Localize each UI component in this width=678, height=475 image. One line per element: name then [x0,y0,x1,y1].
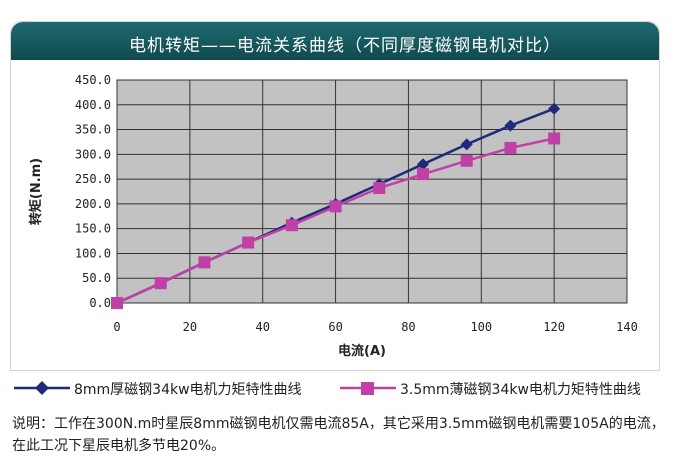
y-tick-label: 300.0 [75,147,111,161]
data-point [548,102,561,115]
data-point [373,182,386,195]
data-point [548,132,561,145]
x-tick-label: 80 [401,320,415,334]
data-point [198,256,211,269]
grid-lines [116,79,628,304]
x-tick-label: 40 [255,320,269,334]
legend: 8mm厚磁钢34kw电机力矩特性曲线 3.5mm薄磁钢34kw电机力矩特性曲线 [0,374,678,402]
x-tick-label: 140 [616,320,638,334]
data-point [242,236,255,249]
data-point [329,200,342,213]
legend-item-8mm: 8mm厚磁钢34kw电机力矩特性曲线 [12,374,332,402]
y-tick-label: 150.0 [75,222,111,236]
chart-title: 电机转矩——电流关系曲线（不同厚度磁钢电机对比） [129,36,561,56]
series-1 [111,132,561,309]
y-tick-label: 100.0 [75,246,111,260]
data-point [460,138,473,151]
x-tick-label: 20 [183,320,197,334]
legend-swatch-3-5mm [340,382,396,395]
y-tick-label: 0.0 [89,296,111,310]
legend-label-3-5mm: 3.5mm薄磁钢34kw电机力矩特性曲线 [400,382,641,398]
legend-item-3-5mm: 3.5mm薄磁钢34kw电机力矩特性曲线 [338,374,678,402]
y-tick-label: 350.0 [75,123,111,137]
legend-swatch-8mm [14,381,70,395]
x-axis-title: 电流(A) [338,343,386,359]
data-point [417,168,429,181]
data-point [460,154,473,167]
y-tick-label: 50.0 [82,271,111,285]
explanation-note: 说明：工作在300N.m时星辰8mm磁钢电机仅需电流85A，其它采用3.5mm磁… [12,416,665,454]
y-tick-label: 450.0 [75,73,111,87]
x-axis-ticks: 0 20 40 60 80 100 120 140 [113,320,637,334]
data-point [111,297,123,309]
y-axis-title: 转矩(N.m) [28,158,44,225]
data-point [504,141,517,154]
x-tick-label: 100 [470,320,492,334]
x-tick-label: 0 [113,320,120,334]
data-point [285,219,298,232]
line-chart: 0.050.0100.0150.0200.0250.0300.0350.0400… [28,73,638,359]
x-tick-label: 120 [543,320,565,334]
y-tick-label: 250.0 [75,172,111,186]
x-tick-label: 60 [328,320,342,334]
legend-label-8mm: 8mm厚磁钢34kw电机力矩特性曲线 [74,382,302,398]
data-point [504,119,517,132]
y-tick-label: 400.0 [75,98,111,112]
y-axis-ticks: 0.0 50.0 100.0 150.0 200.0 250.0 300.0 350.0 400… [75,73,111,310]
data-point [154,277,167,290]
title-bar: 电机转矩——电流关系曲线（不同厚度磁钢电机对比） [11,22,659,60]
data-point [417,158,429,171]
y-tick-label: 200.0 [75,197,111,211]
series-layer [111,102,561,309]
